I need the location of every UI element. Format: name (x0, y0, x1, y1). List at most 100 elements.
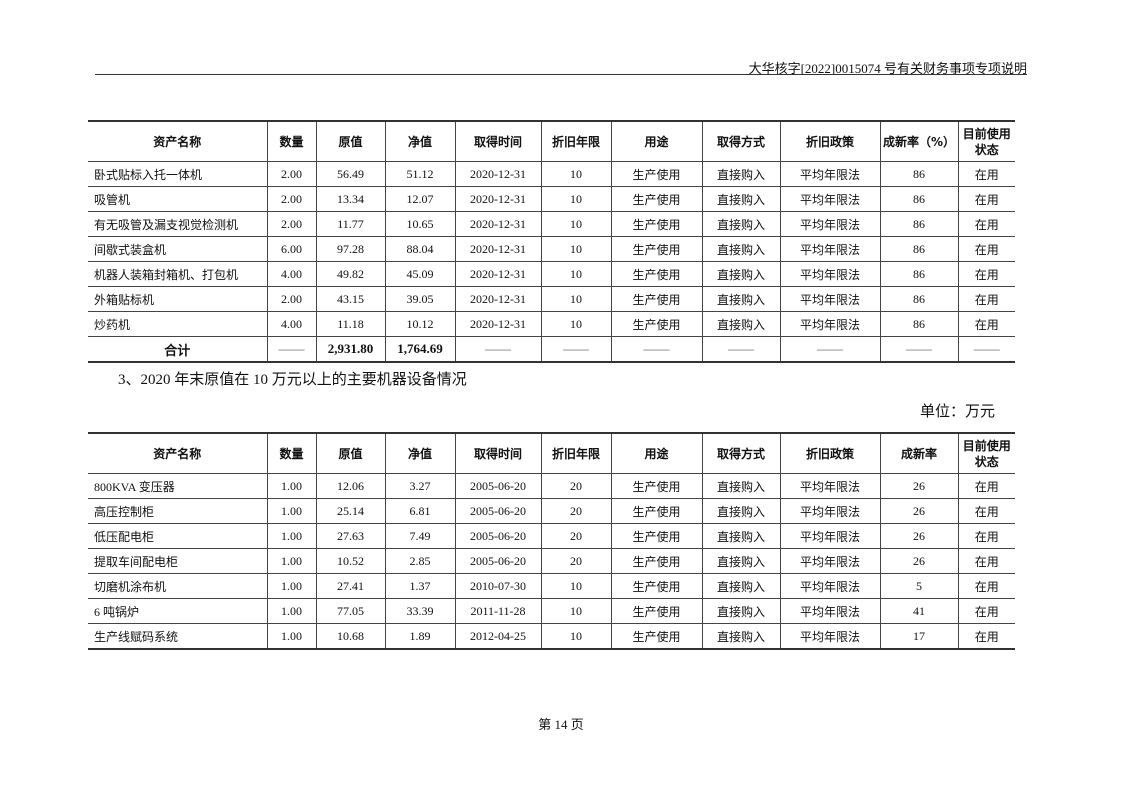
table-cell: 49.82 (315, 261, 386, 287)
table-cell: 86 (879, 211, 959, 237)
table-body: 800KVA 变压器 1.00 12.06 3.27 2005-06-20 20 生产使用直… (88, 473, 1015, 650)
table-cell: 生产使用 (610, 186, 703, 212)
table-cell: 生产使用 (610, 573, 703, 599)
total-cell: —— (779, 336, 881, 363)
column-header: 成新率 (879, 432, 959, 474)
table-cell: 2010-07-30 (454, 573, 542, 599)
table-cell: 33.39 (384, 598, 456, 624)
table-cell: 2020-12-31 (454, 211, 542, 237)
total-cell: —— (957, 336, 1015, 363)
table-cell: 2.00 (266, 286, 317, 312)
column-header: 原值 (315, 432, 386, 474)
table-cell: 在用 (957, 498, 1015, 524)
total-cell: 合计 (88, 336, 268, 363)
table-row: 有无吸管及漏支视觉检测机 2.00 11.77 10.65 2020-12-31 10 生产… (88, 211, 1015, 237)
table-cell: 2005-06-20 (454, 548, 542, 574)
table-cell: 在用 (957, 261, 1015, 287)
table-cell: 97.28 (315, 236, 386, 262)
table-cell: 10 (540, 161, 612, 187)
column-header: 资产名称 (88, 120, 268, 162)
table-cell: 13.34 (315, 186, 386, 212)
table-cell: 43.15 (315, 286, 386, 312)
table-row: 6 吨锅炉 1.00 77.05 33.39 2011-11-28 10 生产使用 直接购入平… (88, 598, 1015, 624)
table-cell: 12.07 (384, 186, 456, 212)
table-cell: 低压配电柜 (88, 523, 268, 549)
column-header: 取得时间 (454, 120, 542, 162)
table-cell: 800KVA 变压器 (88, 473, 268, 499)
table-cell: 26 (879, 473, 959, 499)
table-cell: 26 (879, 523, 959, 549)
table-cell: 26 (879, 548, 959, 574)
table-cell: 平均年限法 (779, 286, 881, 312)
table-cell: 平均年限法 (779, 186, 881, 212)
table-cell: 2.00 (266, 161, 317, 187)
table-cell: 5 (879, 573, 959, 599)
table-cell: 生产使用 (610, 261, 703, 287)
page-number: 第 14 页 (538, 717, 584, 732)
table-cell: 直接购入 (701, 261, 781, 287)
table-cell: 直接购入 (701, 573, 781, 599)
table-cell: 平均年限法 (779, 548, 881, 574)
column-header: 用途 (610, 432, 703, 474)
table-row: 炒药机 4.00 11.18 10.12 2020-12-31 10 生产使用 直接购入 平均年… (88, 311, 1015, 337)
table-cell: 直接购入 (701, 523, 781, 549)
table-cell: 有无吸管及漏支视觉检测机 (88, 211, 268, 237)
table-cell: 10 (540, 623, 612, 650)
table-cell: 平均年限法 (779, 311, 881, 337)
table-cell: 1.00 (266, 473, 317, 499)
table-cell: 平均年限法 (779, 498, 881, 524)
column-header: 折旧政策 (779, 432, 881, 474)
table-cell: 切磨机涂布机 (88, 573, 268, 599)
table-cell: 2012-04-25 (454, 623, 542, 650)
table-header-row: 资产名称 数量 原值 净值 取得时间 折旧年限 用途 取得方式 折旧政策 成新率（%） 目前使用状态 (88, 120, 1015, 162)
table-cell: 直接购入 (701, 473, 781, 499)
table-cell: 20 (540, 473, 612, 499)
column-header: 用途 (610, 120, 703, 162)
table-cell: 7.49 (384, 523, 456, 549)
equipment-table-1: 资产名称 数量 原值 净值 取得时间 折旧年限 用途 取得方式 折旧政策 成新率（%） 目前使用状态… (88, 120, 1015, 363)
table-cell: 56.49 (315, 161, 386, 187)
table-cell: 直接购入 (701, 498, 781, 524)
table-cell: 在用 (957, 623, 1015, 650)
table-row: 高压控制柜 1.00 25.14 6.81 2005-06-20 20 生产使用 直接购入 平均… (88, 498, 1015, 524)
table-cell: 2.85 (384, 548, 456, 574)
table-cell: 26 (879, 498, 959, 524)
column-header: 净值 (384, 432, 456, 474)
table-cell: 平均年限法 (779, 598, 881, 624)
table-cell: 6.00 (266, 236, 317, 262)
table-row: 间歇式装盒机 6.00 97.28 88.04 2020-12-31 10 生产使用 直接购入… (88, 236, 1015, 262)
table-cell: 1.00 (266, 598, 317, 624)
table-cell: 27.41 (315, 573, 386, 599)
table-cell: 27.63 (315, 523, 386, 549)
table-cell: 2020-12-31 (454, 161, 542, 187)
table-cell: 直接购入 (701, 186, 781, 212)
table-cell: 10 (540, 311, 612, 337)
column-header: 数量 (266, 120, 317, 162)
table-cell: 在用 (957, 186, 1015, 212)
table-cell: 直接购入 (701, 548, 781, 574)
table-cell: 平均年限法 (779, 261, 881, 287)
table-cell: 直接购入 (701, 161, 781, 187)
table-row: 生产线赋码系统 1.00 10.68 1.89 2012-04-25 10 生产使用 直接购入… (88, 623, 1015, 650)
table-cell: 平均年限法 (779, 211, 881, 237)
table-cell: 2011-11-28 (454, 598, 542, 624)
table-cell: 10 (540, 186, 612, 212)
table-cell: 机器人装箱封箱机、打包机 (88, 261, 268, 287)
table-cell: 2020-12-31 (454, 261, 542, 287)
table-cell: 1.00 (266, 498, 317, 524)
table-cell: 2005-06-20 (454, 523, 542, 549)
table-cell: 3.27 (384, 473, 456, 499)
total-cell: 1,764.69 (384, 336, 456, 363)
table-cell: 6.81 (384, 498, 456, 524)
column-header: 成新率（%） (879, 120, 959, 162)
table-cell: 10 (540, 286, 612, 312)
table-cell: 10.12 (384, 311, 456, 337)
table-cell: 平均年限法 (779, 473, 881, 499)
table-cell: 1.00 (266, 623, 317, 650)
table-cell: 12.06 (315, 473, 386, 499)
table-cell: 直接购入 (701, 286, 781, 312)
table-cell: 10 (540, 236, 612, 262)
total-cell: —— (879, 336, 959, 363)
table-cell: 6 吨锅炉 (88, 598, 268, 624)
table-cell: 4.00 (266, 311, 317, 337)
